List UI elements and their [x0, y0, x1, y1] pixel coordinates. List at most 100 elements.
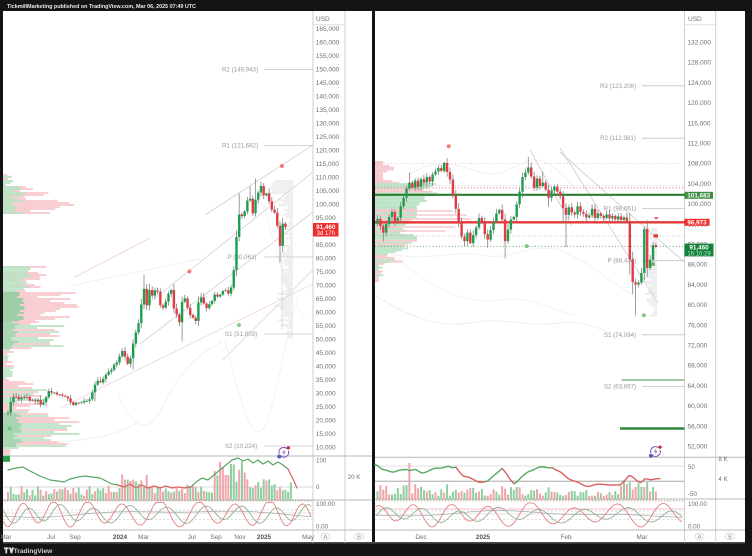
- svg-text:Jul: Jul: [47, 534, 55, 541]
- svg-text:0.00: 0.00: [688, 524, 701, 531]
- svg-text:95,000: 95,000: [316, 215, 336, 222]
- svg-text:100,000: 100,000: [316, 201, 340, 208]
- svg-text:60,000: 60,000: [316, 309, 336, 316]
- svg-text:Mar: Mar: [138, 534, 150, 541]
- svg-text:116,000: 116,000: [688, 120, 711, 127]
- svg-text:2025: 2025: [476, 534, 491, 541]
- svg-text:70,000: 70,000: [316, 282, 336, 289]
- svg-text:96,973: 96,973: [687, 219, 707, 226]
- svg-text:S1 (51,803): S1 (51,803): [225, 331, 257, 338]
- svg-text:0.00: 0.00: [316, 524, 329, 531]
- svg-text:135,000: 135,000: [316, 107, 340, 114]
- svg-text:76,000: 76,000: [688, 322, 708, 329]
- svg-text:R1 (98,661): R1 (98,661): [604, 206, 637, 213]
- svg-text:125,000: 125,000: [316, 134, 340, 141]
- svg-text:S2 (10,224): S2 (10,224): [225, 443, 257, 450]
- svg-text:91,460: 91,460: [316, 224, 336, 231]
- svg-text:16:10:29: 16:10:29: [687, 252, 711, 258]
- svg-text:20 K: 20 K: [348, 474, 362, 481]
- svg-text:0: 0: [316, 484, 320, 491]
- svg-text:55,000: 55,000: [316, 323, 336, 330]
- svg-text:120,000: 120,000: [316, 147, 340, 154]
- svg-text:108,000: 108,000: [688, 161, 712, 168]
- svg-text:110,000: 110,000: [316, 174, 339, 181]
- svg-text:120,000: 120,000: [688, 100, 712, 107]
- svg-text:145,000: 145,000: [316, 80, 340, 87]
- svg-text:45,000: 45,000: [316, 350, 336, 357]
- svg-text:R2 (149,943): R2 (149,943): [222, 67, 258, 74]
- svg-text:TickmillMarketing published on: TickmillMarketing published on TradingVi…: [7, 4, 196, 10]
- svg-text:A: A: [324, 535, 328, 541]
- svg-text:S1 (74,094): S1 (74,094): [604, 332, 636, 339]
- svg-text:165,000: 165,000: [316, 26, 340, 33]
- svg-text:100.00: 100.00: [316, 501, 335, 508]
- svg-text:2024: 2024: [113, 534, 128, 541]
- svg-text:155,000: 155,000: [316, 53, 340, 60]
- svg-text:100,000: 100,000: [688, 201, 712, 208]
- svg-text:4 K: 4 K: [718, 476, 728, 483]
- svg-text:100.00: 100.00: [688, 501, 707, 508]
- svg-text:USD: USD: [688, 16, 702, 23]
- svg-text:88,000: 88,000: [688, 262, 708, 269]
- svg-text:8 K: 8 K: [718, 456, 728, 463]
- svg-text:50,000: 50,000: [316, 336, 336, 343]
- svg-text:USD: USD: [316, 16, 330, 23]
- svg-text:75,000: 75,000: [316, 269, 336, 276]
- svg-text:80,000: 80,000: [688, 302, 708, 309]
- svg-text:130,000: 130,000: [316, 120, 340, 127]
- svg-text:105,000: 105,000: [316, 188, 340, 195]
- svg-text:115,000: 115,000: [316, 161, 339, 168]
- svg-text:132,000: 132,000: [688, 40, 712, 47]
- svg-text:Jul: Jul: [188, 534, 196, 541]
- svg-text:Sep: Sep: [210, 534, 222, 541]
- svg-text:56,000: 56,000: [688, 423, 708, 430]
- svg-text:Mar: Mar: [0, 534, 12, 541]
- svg-text:65,000: 65,000: [316, 296, 336, 303]
- svg-text:104,000: 104,000: [688, 181, 712, 188]
- svg-text:35,000: 35,000: [316, 377, 336, 384]
- svg-text:150,000: 150,000: [316, 66, 340, 73]
- svg-text:91,460: 91,460: [689, 244, 709, 251]
- svg-text:R3 (123,208): R3 (123,208): [600, 83, 636, 90]
- svg-text:B: B: [357, 535, 361, 541]
- svg-text:S2 (63,867): S2 (63,867): [604, 383, 636, 390]
- svg-text:10,000: 10,000: [316, 444, 336, 451]
- svg-text:112,000: 112,000: [688, 141, 711, 148]
- svg-text:3d 17h: 3d 17h: [317, 231, 335, 237]
- svg-text:140,000: 140,000: [316, 93, 340, 100]
- svg-text:64,000: 64,000: [688, 383, 708, 390]
- svg-text:72,000: 72,000: [688, 343, 708, 350]
- svg-text:Nov: Nov: [234, 534, 246, 541]
- svg-text:20,000: 20,000: [316, 417, 336, 424]
- svg-text:50: 50: [688, 464, 695, 471]
- svg-text:Dec: Dec: [415, 534, 427, 541]
- svg-text:160,000: 160,000: [316, 39, 340, 46]
- svg-text:40,000: 40,000: [316, 363, 336, 370]
- svg-text:B: B: [728, 535, 732, 541]
- svg-text:101,683: 101,683: [687, 192, 710, 199]
- svg-text:P (88,434): P (88,434): [608, 258, 637, 265]
- svg-text:25,000: 25,000: [316, 404, 336, 411]
- svg-text:Mar: Mar: [636, 534, 648, 541]
- svg-text:30,000: 30,000: [316, 390, 336, 397]
- svg-text:85,000: 85,000: [316, 242, 336, 249]
- svg-text:R1 (121,682): R1 (121,682): [222, 143, 258, 150]
- svg-text:60,000: 60,000: [688, 403, 708, 410]
- svg-text:84,000: 84,000: [688, 282, 708, 289]
- svg-text:68,000: 68,000: [688, 363, 708, 370]
- svg-text:May: May: [302, 534, 315, 541]
- svg-text:P (80,063): P (80,063): [228, 254, 257, 261]
- svg-text:15,000: 15,000: [316, 431, 336, 438]
- svg-text:100: 100: [316, 457, 327, 464]
- svg-text:124,000: 124,000: [688, 80, 712, 87]
- svg-text:128,000: 128,000: [688, 60, 712, 67]
- svg-text:R2 (112,981): R2 (112,981): [600, 135, 636, 142]
- svg-text:52,000: 52,000: [688, 444, 708, 451]
- svg-text:Feb: Feb: [560, 534, 571, 541]
- svg-text:80,000: 80,000: [316, 255, 336, 262]
- svg-text:-50: -50: [688, 491, 698, 498]
- svg-text:2025: 2025: [257, 534, 272, 541]
- svg-text:A: A: [698, 535, 702, 541]
- svg-text:TradingView: TradingView: [14, 548, 54, 555]
- svg-text:Sep: Sep: [69, 534, 81, 541]
